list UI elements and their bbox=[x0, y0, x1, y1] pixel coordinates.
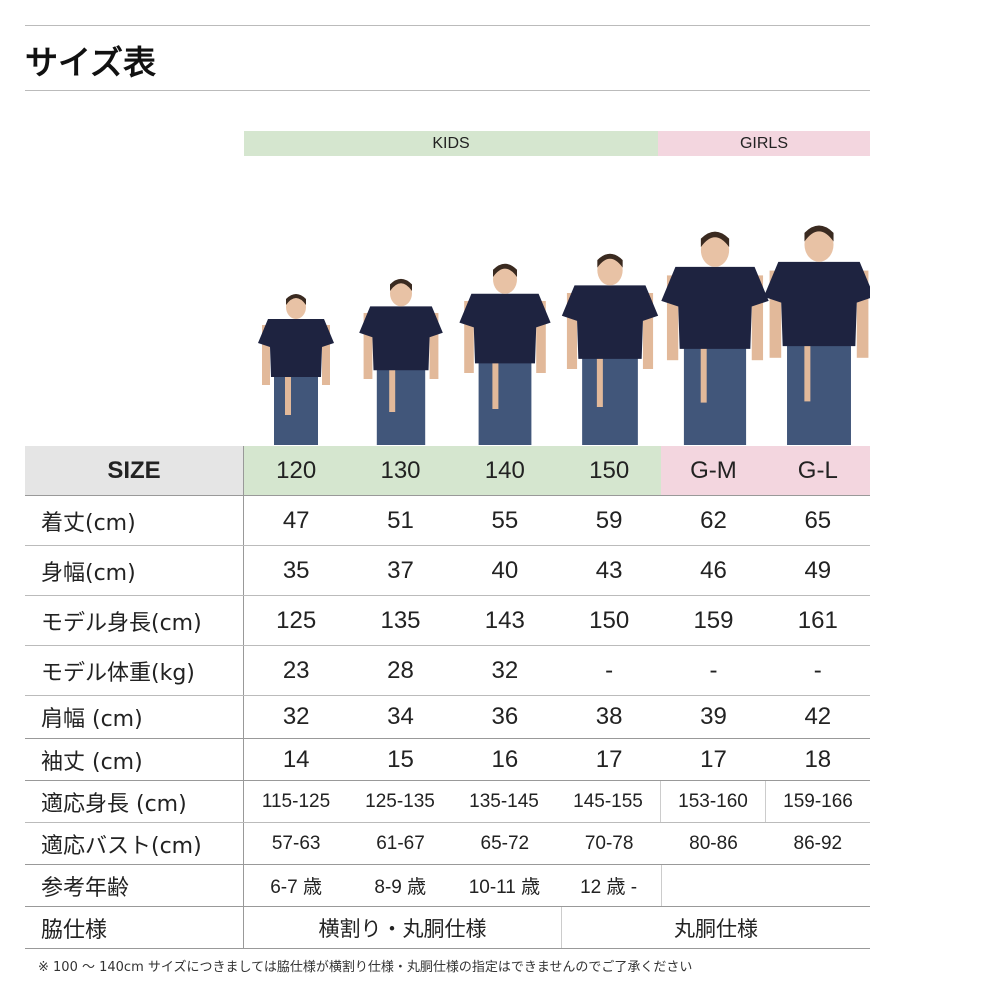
table-cell: 125-135 bbox=[365, 790, 435, 812]
table-cell: 161 bbox=[797, 606, 838, 634]
top-divider bbox=[25, 25, 870, 26]
table-cell: 横割り・丸胴仕様 bbox=[244, 907, 562, 948]
table-cell: 57-63 bbox=[271, 832, 321, 854]
row-label: 参考年齢 bbox=[25, 865, 244, 906]
table-cell: 35 bbox=[282, 556, 310, 584]
table-cell: 17 bbox=[700, 745, 727, 773]
table-cell: 150 bbox=[589, 606, 630, 634]
size-cell: G-M bbox=[661, 446, 766, 495]
size-cell: 120 bbox=[244, 446, 349, 495]
table-cell: 32 bbox=[491, 656, 519, 684]
row-label: モデル身長(cm) bbox=[25, 596, 244, 645]
table-cell: 17 bbox=[595, 745, 623, 773]
table-cell: 86-92 bbox=[793, 832, 843, 854]
page-title: サイズ表 bbox=[25, 43, 157, 82]
table-cell: 59 bbox=[595, 506, 623, 534]
table-row: 適応バスト(cm) 57-63 61-67 65-72 70-78 80-86 86-92 bbox=[25, 823, 870, 865]
model-figure bbox=[359, 278, 443, 445]
table-cell: 145-155 bbox=[556, 781, 661, 822]
table-cell: 46 bbox=[700, 556, 727, 584]
size-row: SIZE 120 130 140 150 G-M G-L bbox=[25, 446, 870, 496]
table-cell: 49 bbox=[804, 556, 832, 584]
table-cell: 47 bbox=[282, 506, 310, 534]
girls-band: GIRLS bbox=[658, 131, 870, 156]
table-row: 適応身長 (cm) 115-125 125-135 135-145 145-155 153… bbox=[25, 781, 870, 823]
table-cell: 159-166 bbox=[783, 790, 853, 812]
row-label: 着丈(cm) bbox=[25, 496, 244, 545]
table-cell: 23 bbox=[282, 656, 310, 684]
table-row: 袖丈 (cm) 14 15 16 17 17 18 bbox=[25, 739, 870, 781]
table-row: 着丈(cm) 47 51 55 59 62 65 bbox=[25, 496, 870, 546]
size-cell: G-L bbox=[765, 446, 870, 495]
table-cell: 18 bbox=[804, 745, 832, 773]
table-cell: 43 bbox=[595, 556, 623, 584]
table-cell: 40 bbox=[491, 556, 519, 584]
row-label: 適応身長 (cm) bbox=[25, 781, 244, 822]
row-label: 袖丈 (cm) bbox=[25, 739, 244, 780]
table-cell: 51 bbox=[387, 506, 414, 534]
table-cell: 10-11 歳 bbox=[468, 877, 541, 898]
table-cell: 36 bbox=[491, 703, 519, 730]
table-cell: 32 bbox=[282, 703, 310, 730]
table-cell: 135-145 bbox=[469, 790, 539, 812]
table-cell: 39 bbox=[700, 703, 727, 730]
model-figure bbox=[561, 253, 659, 445]
table-row: モデル体重(kg) 23 28 32 - - - bbox=[25, 646, 870, 696]
row-label: 肩幅 (cm) bbox=[25, 696, 244, 738]
size-cell: 140 bbox=[452, 446, 557, 495]
size-cell: 150 bbox=[556, 446, 662, 495]
table-row: 肩幅 (cm) 32 34 36 38 39 42 bbox=[25, 696, 870, 739]
table-cell: 丸胴仕様 bbox=[674, 917, 758, 941]
table-cell: 80-86 bbox=[689, 832, 738, 854]
table-cell: 8-9 歳 bbox=[374, 877, 427, 898]
size-label: SIZE bbox=[25, 446, 244, 495]
table-cell: 15 bbox=[387, 745, 414, 773]
table-cell: 135 bbox=[380, 606, 421, 634]
model-photos bbox=[258, 225, 870, 445]
kids-band: KIDS bbox=[244, 131, 658, 156]
table-cell: - bbox=[813, 656, 822, 684]
empty-cell bbox=[662, 865, 870, 906]
table-cell: 65-72 bbox=[480, 832, 530, 854]
table-cell: - bbox=[605, 656, 614, 684]
table-cell: 143 bbox=[484, 606, 525, 634]
footnote: ※ 100 〜 140cm サイズにつきましては脇仕様が横割り仕様・丸胴仕様の指… bbox=[38, 960, 693, 975]
table-cell: 115-125 bbox=[261, 790, 331, 812]
row-label: 適応バスト(cm) bbox=[25, 823, 244, 864]
model-figure bbox=[763, 225, 870, 445]
model-figure bbox=[258, 294, 334, 445]
table-cell: 65 bbox=[804, 506, 832, 534]
table-cell: 62 bbox=[700, 506, 727, 534]
table-row: 身幅(cm) 35 37 40 43 46 49 bbox=[25, 546, 870, 596]
model-figure bbox=[661, 231, 769, 445]
model-figure bbox=[459, 263, 551, 445]
table-cell: 28 bbox=[387, 656, 414, 684]
table-cell: 16 bbox=[491, 745, 519, 773]
table-cell: 70-78 bbox=[584, 832, 634, 854]
side-row: 脇仕様 横割り・丸胴仕様 丸胴仕様 bbox=[25, 907, 870, 949]
table-cell: 34 bbox=[387, 703, 414, 730]
title-divider bbox=[25, 90, 870, 91]
age-row: 参考年齢 6-7 歳 8-9 歳 10-11 歳 12 歳 - bbox=[25, 865, 870, 907]
table-cell: 37 bbox=[387, 556, 414, 584]
table-cell: 42 bbox=[804, 703, 832, 730]
table-cell: 38 bbox=[595, 703, 623, 730]
table-cell: 159 bbox=[693, 606, 734, 634]
table-cell: 125 bbox=[276, 606, 317, 634]
table-cell: 61-67 bbox=[376, 832, 425, 854]
row-label: 身幅(cm) bbox=[25, 546, 244, 595]
table-cell: 55 bbox=[491, 506, 519, 534]
size-cell: 130 bbox=[348, 446, 453, 495]
row-label: モデル体重(kg) bbox=[25, 646, 244, 695]
row-label: 脇仕様 bbox=[25, 907, 244, 948]
table-cell: 14 bbox=[282, 745, 310, 773]
table-cell: - bbox=[709, 656, 718, 684]
table-cell: 6-7 歳 bbox=[270, 877, 322, 898]
table-row: モデル身長(cm) 125 135 143 150 159 161 bbox=[25, 596, 870, 646]
table-cell: 153-160 bbox=[661, 781, 766, 822]
table-cell: 12 歳 - bbox=[557, 865, 662, 906]
